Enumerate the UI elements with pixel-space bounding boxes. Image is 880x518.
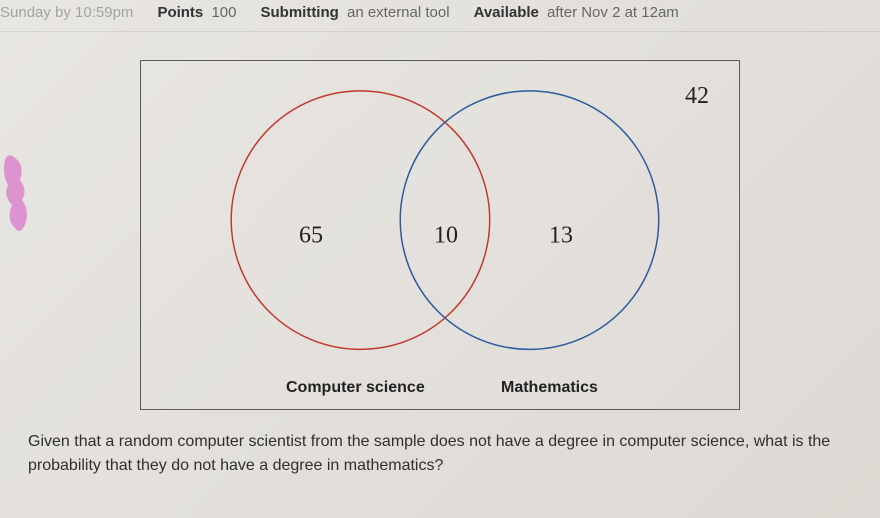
circle-computer-science: [231, 91, 490, 350]
set-label-b: Mathematics: [501, 379, 598, 397]
available-item: Available after Nov 2 at 12am: [474, 4, 679, 21]
photo-artifact-blot: [0, 150, 38, 240]
region-outside-value: 42: [685, 83, 709, 110]
due-text: Sunday by 10:59pm: [0, 4, 133, 21]
assignment-header: Sunday by 10:59pm Points 100 Submitting …: [0, 0, 880, 32]
available-value: after Nov 2 at 12am: [547, 4, 679, 21]
points-value: 100: [211, 4, 236, 21]
submitting-item: Submitting an external tool: [260, 4, 449, 21]
circle-mathematics: [400, 91, 659, 350]
points-label: Points: [157, 4, 203, 21]
region-only-b-value: 13: [549, 223, 573, 250]
venn-diagram: 42 65 10 13 Computer science Mathematics: [140, 60, 740, 410]
points-item: Points 100: [157, 4, 236, 21]
question-text: Given that a random computer scientist f…: [28, 430, 852, 478]
submitting-value: an external tool: [347, 4, 450, 21]
set-label-a: Computer science: [286, 379, 425, 397]
available-label: Available: [474, 4, 539, 21]
region-only-a-value: 65: [299, 223, 323, 250]
region-intersection-value: 10: [434, 223, 458, 250]
submitting-label: Submitting: [260, 4, 338, 21]
